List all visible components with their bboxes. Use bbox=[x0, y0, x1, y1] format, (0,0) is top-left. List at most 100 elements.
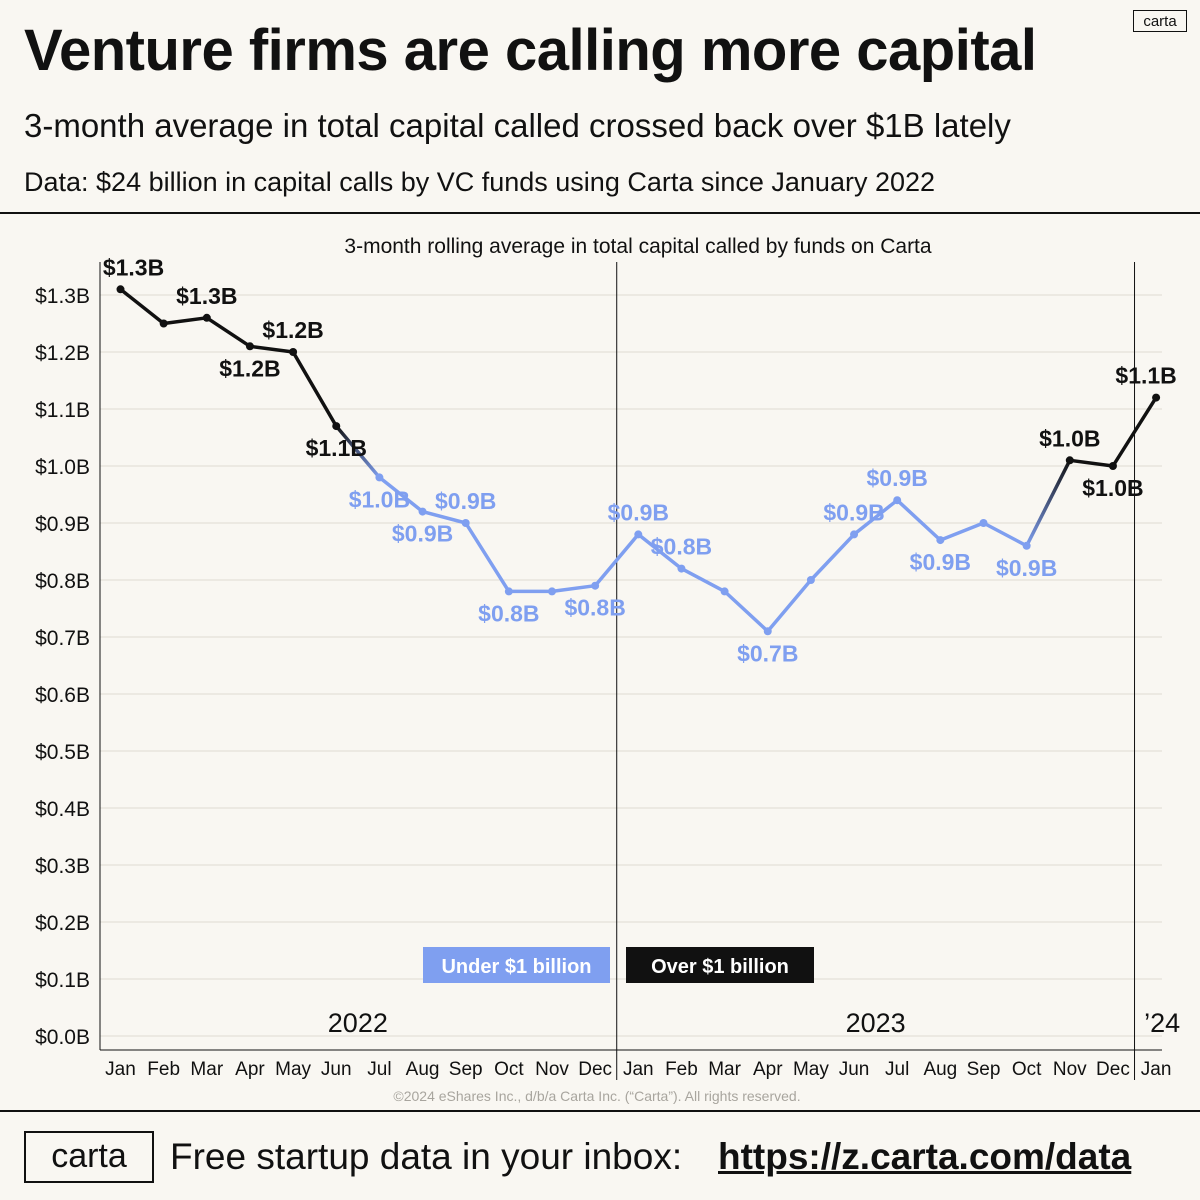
series-line-segment bbox=[852, 498, 899, 537]
x-tick-label: Oct bbox=[494, 1059, 524, 1080]
data-point bbox=[936, 536, 945, 545]
data-label: $1.1B bbox=[1115, 363, 1176, 389]
series-line-segment bbox=[248, 344, 295, 354]
year-label: 2022 bbox=[328, 1008, 388, 1038]
y-tick-label: $0.8B bbox=[35, 570, 90, 593]
y-tick-label: $0.6B bbox=[35, 684, 90, 707]
y-tick-label: $1.2B bbox=[35, 342, 90, 365]
legend-label: Over $1 billion bbox=[651, 956, 789, 978]
x-tick-label: Apr bbox=[753, 1059, 783, 1080]
series-line-segment bbox=[766, 578, 813, 634]
y-tick-label: $0.1B bbox=[35, 969, 90, 992]
series-line-segment bbox=[938, 521, 986, 542]
series-line-segment bbox=[593, 532, 641, 588]
x-tick-label: Mar bbox=[190, 1059, 223, 1080]
data-point bbox=[979, 519, 988, 527]
y-tick-label: $0.4B bbox=[35, 798, 90, 821]
chart-title: 3-month rolling average in total capital… bbox=[344, 235, 931, 258]
data-label: $1.0B bbox=[349, 486, 410, 512]
x-tick-label: Aug bbox=[406, 1059, 440, 1080]
data-point bbox=[720, 587, 729, 596]
data-point bbox=[893, 496, 902, 505]
legend-swatch bbox=[423, 947, 610, 983]
series-line-segment bbox=[205, 316, 252, 349]
x-tick-label: May bbox=[793, 1059, 829, 1080]
y-tick-label: $0.2B bbox=[35, 912, 90, 935]
data-label: $1.3B bbox=[176, 283, 237, 309]
x-tick-label: Jan bbox=[105, 1059, 136, 1080]
data-point bbox=[504, 587, 513, 596]
data-point bbox=[850, 530, 859, 539]
year-label: 2023 bbox=[846, 1008, 906, 1038]
series-line-segment bbox=[809, 532, 856, 582]
page-subtitle: 3-month average in total capital called … bbox=[24, 107, 1011, 144]
data-label: $0.9B bbox=[435, 488, 496, 514]
series-line-segment bbox=[636, 532, 684, 571]
data-point bbox=[548, 587, 556, 596]
data-label: $1.3B bbox=[103, 254, 164, 280]
x-tick-label: Dec bbox=[578, 1059, 612, 1080]
series-line-segment bbox=[679, 566, 727, 594]
series-line-segment bbox=[334, 424, 382, 480]
x-tick-label: Feb bbox=[147, 1059, 180, 1080]
data-label: $1.0B bbox=[1039, 425, 1100, 451]
x-tick-label: Apr bbox=[235, 1059, 265, 1080]
x-tick-label: Nov bbox=[1053, 1059, 1087, 1080]
data-note: Data: $24 billion in capital calls by VC… bbox=[24, 167, 936, 197]
y-tick-label: $0.9B bbox=[35, 513, 90, 536]
data-label: $1.0B bbox=[1082, 475, 1143, 501]
header-divider bbox=[0, 212, 1200, 214]
x-tick-label: Jan bbox=[623, 1059, 654, 1080]
series-line-segment bbox=[463, 521, 511, 594]
data-point bbox=[418, 507, 427, 516]
series-line-segment bbox=[377, 475, 425, 514]
data-label: $0.9B bbox=[910, 549, 971, 575]
data-point bbox=[763, 627, 772, 636]
capital-called-chart: $0.0B $0.1B $0.2B $0.3B $0.4B $0.5B $0.6B $0.7B… bbox=[35, 235, 1180, 1104]
series-line-segment bbox=[291, 350, 338, 428]
data-point bbox=[677, 564, 686, 573]
x-tick-label: Sep bbox=[449, 1059, 483, 1080]
x-tick-label: May bbox=[275, 1059, 311, 1080]
footer-carta-logo: carta bbox=[24, 1131, 154, 1183]
x-tick-label: Jun bbox=[839, 1059, 870, 1080]
data-point bbox=[1065, 456, 1074, 465]
data-point bbox=[116, 285, 125, 294]
data-point bbox=[591, 581, 600, 590]
data-point bbox=[332, 422, 341, 431]
y-tick-label: $0.5B bbox=[35, 741, 90, 764]
data-label: $0.9B bbox=[867, 465, 928, 491]
copyright-notice: ©2024 eShares Inc., d/b/a Carta Inc. (“C… bbox=[393, 1088, 800, 1104]
y-tick-label: $0.3B bbox=[35, 855, 90, 878]
series-line-segment bbox=[118, 287, 166, 326]
year-label: ’24 bbox=[1144, 1008, 1180, 1038]
x-tick-label: Jun bbox=[321, 1059, 352, 1080]
footer-data-link[interactable]: https://z.carta.com/data bbox=[718, 1136, 1132, 1177]
series-line-segment bbox=[550, 583, 597, 594]
data-point bbox=[1152, 393, 1161, 402]
data-label: $0.8B bbox=[564, 595, 625, 621]
x-tick-label: Nov bbox=[535, 1059, 569, 1080]
data-label: $0.8B bbox=[651, 534, 712, 560]
y-tick-label: $0.0B bbox=[35, 1026, 90, 1049]
data-label: $0.9B bbox=[823, 499, 884, 525]
data-point bbox=[159, 319, 168, 328]
y-tick-label: $0.7B bbox=[35, 627, 90, 650]
legend-swatch bbox=[626, 947, 814, 983]
data-point bbox=[202, 313, 211, 322]
series-line-segment bbox=[722, 589, 770, 634]
x-tick-label: Dec bbox=[1096, 1059, 1130, 1080]
data-label: $0.7B bbox=[737, 640, 798, 666]
data-label: $0.9B bbox=[996, 555, 1057, 581]
data-label: $1.2B bbox=[262, 317, 323, 343]
y-tick-label: $1.3B bbox=[35, 285, 90, 308]
x-tick-label: Jan bbox=[1141, 1059, 1172, 1080]
series-line-segment bbox=[981, 521, 1029, 548]
carta-logo: carta bbox=[1133, 10, 1187, 32]
series-line-segment bbox=[1068, 458, 1115, 468]
data-label: $0.9B bbox=[608, 499, 669, 525]
data-point bbox=[634, 530, 643, 539]
x-tick-label: Jul bbox=[367, 1059, 391, 1080]
data-label: $0.9B bbox=[392, 521, 453, 547]
y-tick-label: $1.0B bbox=[35, 456, 90, 479]
